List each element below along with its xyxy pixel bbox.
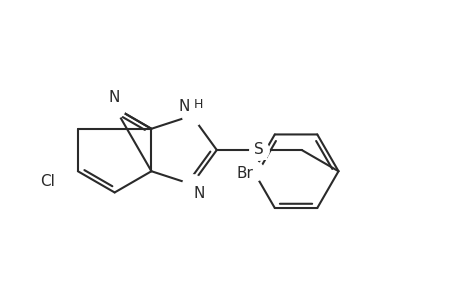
Text: Br: Br (236, 166, 253, 181)
Text: H: H (194, 98, 203, 110)
Text: N: N (178, 98, 189, 113)
Text: Cl: Cl (40, 174, 55, 189)
Text: N: N (109, 90, 120, 105)
Text: N: N (194, 187, 205, 202)
Text: S: S (254, 142, 263, 158)
